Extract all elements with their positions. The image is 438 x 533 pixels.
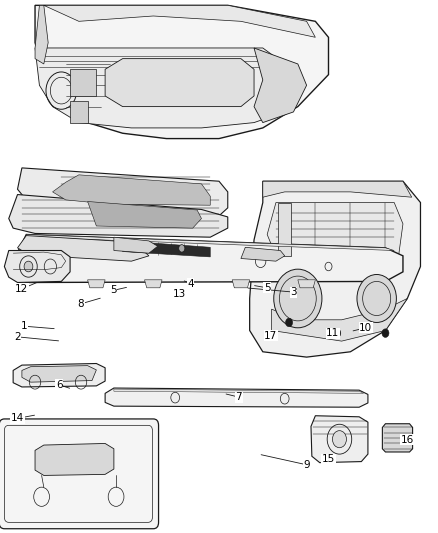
- Circle shape: [334, 329, 341, 337]
- Text: 14: 14: [11, 414, 24, 423]
- Circle shape: [332, 431, 346, 448]
- Text: 13: 13: [173, 289, 186, 299]
- Polygon shape: [70, 69, 96, 96]
- Circle shape: [382, 329, 389, 337]
- Polygon shape: [44, 5, 315, 37]
- Polygon shape: [88, 280, 105, 288]
- Text: 15: 15: [322, 455, 335, 464]
- Circle shape: [179, 245, 185, 252]
- Text: 3: 3: [290, 287, 297, 297]
- Polygon shape: [382, 424, 413, 452]
- Text: 17: 17: [264, 331, 277, 341]
- Text: 12: 12: [15, 284, 28, 294]
- Text: 6: 6: [56, 380, 63, 390]
- Text: 1: 1: [21, 321, 28, 331]
- Polygon shape: [105, 59, 254, 107]
- Polygon shape: [13, 364, 105, 387]
- Polygon shape: [241, 247, 285, 261]
- Polygon shape: [278, 203, 291, 256]
- Polygon shape: [250, 181, 420, 357]
- Text: 16: 16: [401, 435, 414, 445]
- Polygon shape: [70, 101, 88, 123]
- Polygon shape: [35, 48, 298, 128]
- Text: 5: 5: [110, 286, 117, 295]
- Polygon shape: [254, 48, 307, 123]
- Polygon shape: [114, 237, 158, 253]
- Text: 11: 11: [326, 328, 339, 338]
- Polygon shape: [232, 280, 250, 288]
- Polygon shape: [35, 5, 329, 139]
- Polygon shape: [26, 235, 394, 251]
- Polygon shape: [53, 175, 210, 205]
- Polygon shape: [311, 416, 368, 463]
- Circle shape: [24, 261, 33, 272]
- Polygon shape: [4, 251, 70, 282]
- Polygon shape: [22, 366, 96, 382]
- Polygon shape: [272, 298, 407, 341]
- Polygon shape: [123, 241, 210, 257]
- Polygon shape: [18, 236, 149, 261]
- Polygon shape: [88, 201, 201, 228]
- Polygon shape: [35, 443, 114, 475]
- Polygon shape: [114, 389, 364, 393]
- Polygon shape: [105, 388, 368, 407]
- FancyBboxPatch shape: [0, 419, 159, 529]
- Polygon shape: [13, 235, 403, 282]
- Text: 7: 7: [235, 392, 242, 402]
- Circle shape: [286, 318, 293, 327]
- Text: 2: 2: [14, 332, 21, 342]
- Polygon shape: [298, 280, 315, 288]
- Polygon shape: [267, 203, 403, 256]
- Polygon shape: [35, 5, 48, 64]
- Text: 5: 5: [264, 283, 271, 293]
- Circle shape: [274, 269, 322, 328]
- Polygon shape: [9, 195, 228, 237]
- Polygon shape: [145, 280, 162, 288]
- Text: 10: 10: [359, 323, 372, 333]
- Text: 9: 9: [303, 460, 310, 470]
- Polygon shape: [18, 168, 228, 216]
- Circle shape: [357, 274, 396, 322]
- Polygon shape: [263, 181, 412, 197]
- Text: 8: 8: [78, 299, 85, 309]
- Text: 4: 4: [187, 279, 194, 288]
